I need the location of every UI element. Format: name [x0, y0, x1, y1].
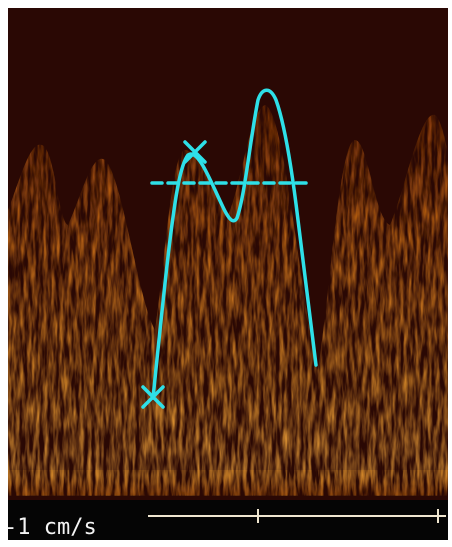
scale-bar-background [8, 500, 448, 540]
spectrum [8, 105, 448, 496]
peak-marker [183, 140, 207, 164]
velocity-trace [151, 88, 318, 400]
trace [141, 88, 318, 409]
baseline-band [8, 470, 448, 496]
start-marker [141, 385, 165, 409]
scale-label: -1 cm/s [4, 515, 97, 540]
spectral-waveform [8, 105, 448, 495]
